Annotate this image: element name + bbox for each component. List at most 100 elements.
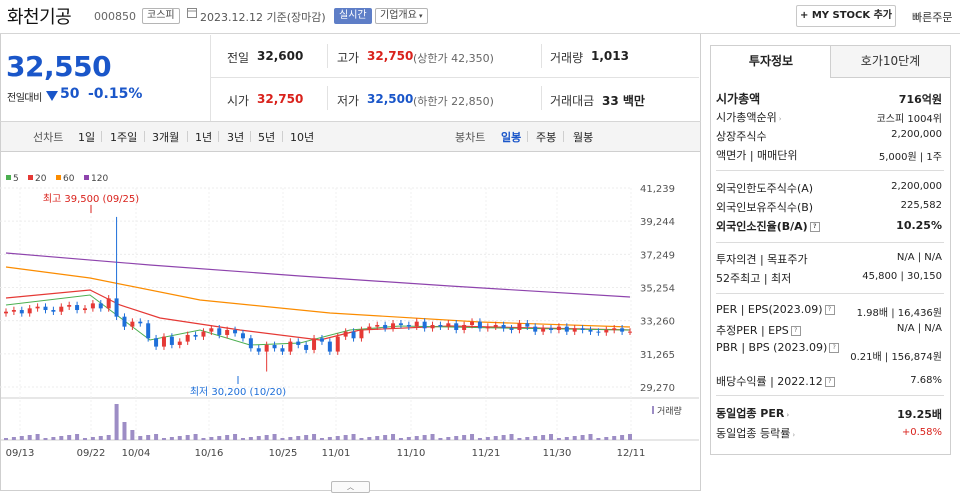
period-10y[interactable]: 10년 <box>290 131 315 144</box>
candle-weekly[interactable]: 주봉 <box>536 131 557 144</box>
candle-body <box>438 324 443 327</box>
current-price: 32,550 <box>6 50 112 83</box>
company-overview-dropdown[interactable]: 기업개요 ▾ <box>375 8 428 24</box>
candle-body <box>343 331 348 337</box>
candle-body <box>327 341 332 352</box>
candle-body <box>35 306 40 309</box>
upper-limit: (상한가 42,350) <box>413 52 494 65</box>
add-mystock-button[interactable]: + MY STOCK 추가 <box>796 5 896 27</box>
calendar-icon <box>187 7 197 18</box>
investment-info-panel <box>710 76 951 455</box>
candle-body <box>130 321 135 327</box>
candle-body <box>462 324 467 330</box>
volume-bar <box>122 422 127 440</box>
realtime-badge[interactable]: 실시간 <box>334 8 372 24</box>
per-value: 1.98배 | 16,436원 <box>856 308 942 319</box>
volume-bar <box>327 437 332 440</box>
candle-monthly[interactable]: 월봉 <box>573 131 594 144</box>
volume-bar <box>359 438 364 440</box>
volume-bar <box>485 437 490 440</box>
volume-bar <box>462 435 467 440</box>
x-tick-label: 11/30 <box>543 448 572 459</box>
candle-body <box>51 310 56 312</box>
tab-hoga-10[interactable]: 호가10단계 <box>830 45 951 78</box>
candle-body <box>217 328 222 335</box>
candle-body <box>612 328 617 330</box>
candle-body <box>43 306 48 311</box>
volume-bar <box>146 435 151 440</box>
volume-bar <box>161 438 166 440</box>
low-value: 32,500 <box>367 92 414 106</box>
moving-average-line <box>5 294 631 346</box>
volume-bar <box>272 434 277 440</box>
shares-label: 상장주식수 <box>716 130 767 143</box>
volume-bar <box>414 436 419 440</box>
amount-value: 33 백만 <box>602 94 645 108</box>
x-tick-label: 09/22 <box>77 448 106 459</box>
market-cap-label: 시가총액 <box>716 92 761 106</box>
volume-bar <box>106 435 111 440</box>
x-tick-label: 09/13 <box>6 448 35 459</box>
candle-daily[interactable]: 일봉 <box>501 131 522 144</box>
candle-body <box>501 324 506 329</box>
volume-bar <box>477 438 482 440</box>
volume-bar <box>454 436 459 440</box>
volume-bar <box>51 437 56 440</box>
candle-body <box>256 348 261 352</box>
volume-bar <box>391 434 396 440</box>
moving-average-line <box>5 289 631 341</box>
per-label: PER | EPS(2023.09)? <box>716 303 835 316</box>
stock-name: 화천기공 <box>7 7 72 28</box>
chart-legend: 5 20 60 120 <box>6 174 108 184</box>
help-icon[interactable]: ? <box>829 343 840 353</box>
foreign-hold-value: 225,582 <box>900 200 942 211</box>
help-icon[interactable]: ? <box>809 222 820 232</box>
shares-value: 2,200,000 <box>891 129 942 140</box>
volume-bar <box>612 436 617 440</box>
divider <box>187 131 188 142</box>
line-chart-label: 선차트 <box>33 131 64 144</box>
candle-body <box>517 323 522 330</box>
x-tick-label: 12/11 <box>617 448 646 459</box>
chart-scroll-button[interactable]: ︿ <box>331 481 370 493</box>
volume-bar <box>422 435 427 440</box>
help-icon[interactable]: ? <box>790 326 801 336</box>
tab-investment-info[interactable]: 투자정보 <box>710 45 832 77</box>
volume-bar <box>19 436 24 440</box>
period-1w[interactable]: 1주일 <box>110 131 138 144</box>
prev-close-label: 전일 <box>227 51 250 65</box>
quick-order-link[interactable]: 빠른주문 <box>912 11 953 24</box>
candle-body <box>264 344 269 352</box>
foreign-hold-label: 외국인보유주식수(B) <box>716 201 814 214</box>
chevron-right-icon: › <box>778 115 782 123</box>
candle-body <box>312 338 317 350</box>
x-tick-label: 10/25 <box>269 448 298 459</box>
help-icon[interactable]: ? <box>824 377 835 387</box>
divider <box>210 35 211 121</box>
candle-chart-label: 봉차트 <box>455 131 486 144</box>
candle-body <box>169 336 174 345</box>
x-tick-label: 10/04 <box>122 448 151 459</box>
candle-body <box>304 344 309 350</box>
cap-rank-value: 코스피 1004위 <box>876 114 942 125</box>
period-3y[interactable]: 3년 <box>227 131 245 144</box>
volume-bar <box>430 434 435 440</box>
help-icon[interactable]: ? <box>824 305 835 315</box>
par-label: 액면가 | 매매단위 <box>716 149 798 162</box>
divider <box>716 242 944 243</box>
period-1y[interactable]: 1년 <box>195 131 213 144</box>
industry-per-label: 동일업종 PER › <box>716 407 790 420</box>
volume-bar <box>351 434 356 440</box>
period-1d[interactable]: 1일 <box>78 131 96 144</box>
period-3m[interactable]: 3개월 <box>152 131 180 144</box>
period-5y[interactable]: 5년 <box>258 131 276 144</box>
legend-label: 120 <box>91 174 108 184</box>
candle-body <box>414 321 419 327</box>
volume-bar <box>240 438 245 440</box>
volume-bar <box>304 435 309 440</box>
candle-body <box>549 328 554 330</box>
market-badge: 코스피 <box>142 8 180 24</box>
candle-body <box>19 310 24 314</box>
candle-body <box>90 303 95 309</box>
x-tick-label: 10/16 <box>195 448 224 459</box>
